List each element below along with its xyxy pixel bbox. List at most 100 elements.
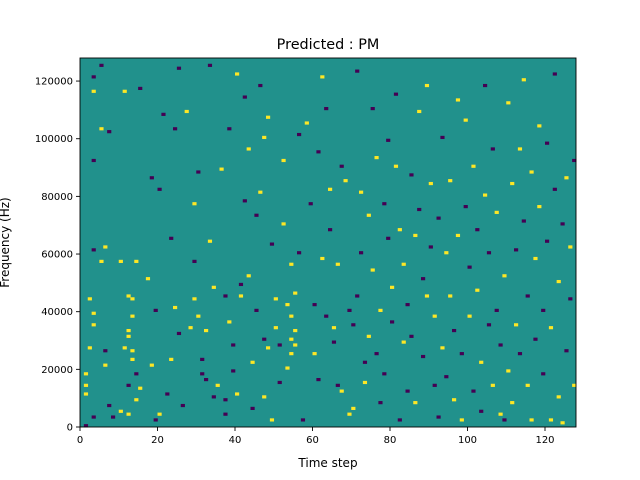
heatmap-cell	[572, 158, 577, 163]
heatmap-cell	[91, 89, 96, 93]
heatmap-cell	[99, 259, 104, 263]
heatmap-cell	[351, 406, 356, 410]
heatmap-cell	[405, 303, 410, 307]
x-axis-ticks: 0 20 40 60 80 100 120	[77, 427, 555, 446]
heatmap-cell	[397, 228, 402, 232]
heatmap-cell	[91, 158, 96, 163]
heatmap-cell	[289, 337, 294, 341]
heatmap-cell	[339, 164, 344, 168]
heatmap-cell	[231, 369, 236, 373]
heatmap-cell	[246, 147, 251, 151]
heatmap-cell	[277, 380, 282, 385]
heatmap-cell	[541, 372, 546, 376]
heatmap-cell	[459, 418, 464, 422]
heatmap-cell	[343, 179, 348, 183]
heatmap-cell	[556, 279, 561, 284]
heatmap-cell	[254, 308, 259, 312]
heatmap-cell	[432, 314, 437, 318]
y-axis-ticks: 0 20000 40000 60000 80000 100000 120000	[35, 77, 80, 434]
heatmap-cell	[111, 415, 116, 419]
heatmap-cell	[238, 294, 244, 298]
heatmap-cell	[393, 164, 399, 168]
heatmap-cell	[211, 285, 216, 289]
heatmap-cell	[405, 389, 410, 393]
heatmap-cell	[479, 409, 484, 413]
heatmap-cell	[490, 383, 495, 387]
heatmap-cell	[564, 176, 569, 180]
heatmap-cell	[196, 170, 201, 174]
heatmap-cell	[285, 303, 290, 307]
heatmap-cell	[452, 328, 457, 333]
heatmap-cell	[432, 383, 437, 387]
heatmap-cell	[192, 297, 197, 301]
heatmap-cell	[126, 383, 131, 387]
heatmap-cell	[517, 352, 523, 356]
heatmap-cell	[393, 92, 399, 96]
heatmap-cell	[83, 392, 89, 396]
heatmap-cell	[378, 308, 383, 312]
heatmap-cell	[483, 193, 488, 197]
heatmap-cell	[386, 236, 391, 240]
heatmap-cell	[320, 75, 325, 79]
heatmap-cell	[107, 130, 112, 134]
heatmap-cell	[157, 412, 162, 416]
heatmap-cell	[362, 360, 368, 364]
heatmap-cell	[91, 323, 96, 327]
heatmap-cell	[126, 412, 131, 416]
heatmap-cell	[180, 403, 185, 408]
heatmap-cell	[107, 403, 112, 408]
heatmap-cell	[517, 147, 523, 151]
heatmap-cell	[556, 395, 561, 399]
heatmap-cell	[498, 343, 503, 347]
heatmap-cell	[390, 285, 395, 289]
heatmap-cell	[196, 314, 201, 318]
heatmap-cell	[293, 328, 298, 333]
heatmap-cell	[126, 328, 131, 333]
heatmap-cell	[293, 291, 298, 295]
heatmap-cell	[153, 308, 158, 312]
heatmap-cell	[386, 138, 391, 142]
heatmap-cell	[83, 424, 89, 428]
heatmap-cell	[370, 268, 375, 272]
heatmap-cell	[328, 228, 333, 232]
heatmap-cell	[448, 294, 453, 298]
chart-title: Predicted : PM	[277, 37, 380, 53]
heatmap-cell	[397, 418, 402, 422]
heatmap-cell	[304, 121, 309, 125]
heatmap-cell	[312, 303, 317, 307]
heatmap-cell	[161, 112, 166, 116]
heatmap-cell	[533, 337, 538, 341]
heatmap-cell	[417, 207, 422, 212]
heatmap-cell	[436, 216, 441, 220]
heatmap-cell	[335, 262, 340, 266]
y-tick-label: 40000	[41, 307, 73, 318]
heatmap-cell	[223, 412, 228, 416]
heatmap-cell	[440, 135, 445, 140]
heatmap-cell	[498, 412, 503, 416]
heatmap-cell	[494, 308, 499, 312]
heatmap-cell	[479, 360, 484, 364]
heatmap-cell	[138, 386, 143, 390]
heatmap-cell	[289, 314, 294, 318]
heatmap-cell	[374, 352, 379, 356]
heatmap-cell	[331, 340, 337, 344]
heatmap-cell	[266, 346, 271, 350]
heatmap-cell	[320, 256, 325, 261]
heatmap-cell	[169, 236, 174, 240]
x-tick-label: 80	[384, 435, 397, 446]
heatmap-cell	[258, 190, 263, 194]
heatmap-cells	[80, 58, 577, 428]
heatmap-cell	[525, 294, 530, 298]
x-tick-label: 0	[77, 435, 83, 446]
heatmap-cell	[486, 323, 492, 327]
heatmap-cell	[273, 297, 278, 301]
heatmap-cell	[262, 135, 267, 140]
heatmap-cell	[122, 346, 127, 350]
heatmap-cell	[440, 346, 445, 350]
heatmap-cell	[99, 63, 104, 67]
heatmap-cell	[463, 205, 468, 209]
heatmap-cell	[235, 72, 240, 76]
heatmap-cell	[293, 343, 298, 347]
y-tick-label: 100000	[35, 134, 73, 145]
heatmap-cell	[308, 202, 313, 206]
